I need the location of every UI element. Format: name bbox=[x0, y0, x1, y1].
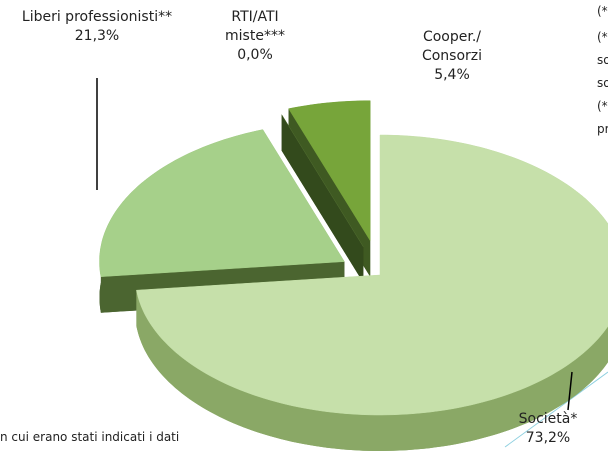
category-label: Liberi professionisti** bbox=[21, 9, 173, 25]
category-label: Cooper./ Consorzi bbox=[421, 29, 483, 64]
value-label: 5,4% bbox=[434, 67, 470, 83]
slice bbox=[136, 134, 608, 451]
slice-top bbox=[288, 100, 371, 242]
slice bbox=[281, 114, 364, 283]
slice-top bbox=[136, 134, 608, 416]
value-label: 21,3% bbox=[74, 28, 120, 44]
slice-radial-side bbox=[281, 114, 364, 283]
annotation: so bbox=[597, 53, 608, 67]
annotation: (* bbox=[597, 4, 608, 18]
slice-top bbox=[281, 114, 364, 247]
leader-line bbox=[567, 371, 573, 411]
value-label: 73,2% bbox=[525, 430, 571, 446]
annotation: (* bbox=[597, 30, 608, 44]
annotation: n cui erano stati indicati i dati bbox=[0, 430, 180, 444]
decor-line bbox=[504, 371, 608, 448]
category-label: RTI/ATI miste*** bbox=[225, 9, 285, 44]
category-label: Società* bbox=[518, 411, 578, 427]
value-label: 0,0% bbox=[237, 47, 273, 63]
annotation: so bbox=[597, 76, 608, 90]
annotation: (* bbox=[597, 99, 608, 113]
annotation: pr bbox=[597, 122, 608, 136]
slice-top bbox=[99, 129, 345, 277]
